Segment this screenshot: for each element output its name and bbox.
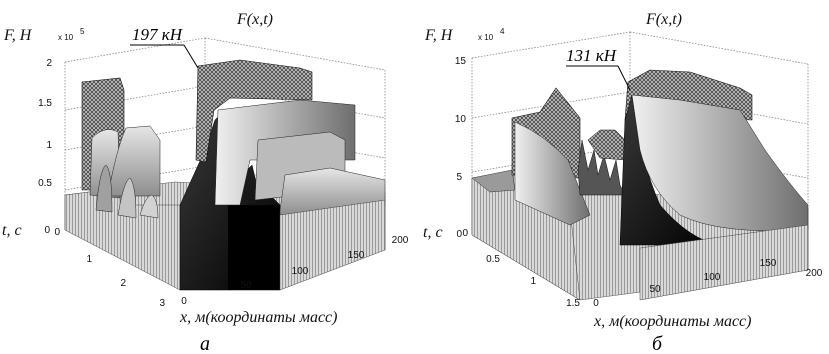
- chart-b-middle-ridges: [577, 139, 626, 196]
- chart-a-tlabel: t, c: [2, 222, 22, 239]
- chart-b-exponent: 4: [500, 27, 505, 36]
- chart-a-ridge-4: [95, 164, 113, 213]
- chart-b-xtick-3: 150: [760, 258, 777, 269]
- chart-b-right-surface: [631, 94, 809, 232]
- chart-b-ttick-3: 1.5: [566, 298, 580, 309]
- chart-a-ridge-6: [139, 194, 159, 219]
- chart-a-block-right: [279, 199, 386, 291]
- chart-b-ztick-2: 10: [455, 114, 467, 125]
- chart-a-zlabel: F, H: [3, 27, 33, 44]
- chart-b-surface-label: F(x,t): [645, 11, 682, 28]
- chart-b-xtick-2: 100: [704, 272, 721, 283]
- chart-a-xtick-3: 150: [348, 250, 365, 261]
- chart-b-tlabel: t, c: [423, 224, 443, 241]
- chart-a-annotation-line: [183, 44, 199, 69]
- chart-b-xtick-4: 200: [806, 268, 823, 279]
- chart-a-exponent-label: x 10: [58, 33, 74, 42]
- chart-b-ztick-3: 15: [455, 56, 467, 67]
- chart-a-exponent: 5: [80, 27, 85, 36]
- chart-b-annotation: 131 кН: [566, 46, 618, 65]
- chart-b-xtick-1: 50: [649, 284, 661, 295]
- chart-a: 0 0.5 1 1.5 2 0 1 2 3 0 50 100 150 200 F…: [2, 11, 409, 354]
- chart-a-xtick-4: 200: [392, 235, 409, 246]
- chart-a-xtick-2: 100: [292, 266, 309, 277]
- chart-a-xlabel: x, м(координаты масс): [179, 309, 337, 326]
- chart-a-ztick-1: 0.5: [38, 178, 52, 189]
- chart-a-annotation: 197 кН: [132, 25, 184, 44]
- chart-b-caption: б: [652, 333, 663, 354]
- chart-b-left-surface: [514, 121, 591, 226]
- chart-a-xtick-0: 0: [181, 296, 187, 307]
- chart-a-surface-label: F(x,t): [236, 11, 273, 28]
- chart-b: 0 5 10 15 0 0.5 1 1.5 0 50 100 150 200 F…: [423, 11, 823, 354]
- chart-a-ttick-3: 3: [159, 298, 165, 309]
- chart-b-ttick-2: 1: [530, 276, 536, 287]
- chart-a-ztick-0: 0: [44, 225, 50, 236]
- chart-a-caption: а: [200, 333, 210, 354]
- chart-a-ztick-4: 2: [46, 58, 52, 69]
- chart-a-ttick-2: 2: [120, 278, 126, 289]
- chart-b-ztick-0: 0: [456, 229, 462, 240]
- chart-b-ttick-0: 0: [462, 228, 468, 239]
- chart-b-exponent-label: x 10: [478, 33, 494, 42]
- chart-b-ztick-1: 5: [456, 172, 462, 183]
- chart-b-ttick-1: 0.5: [486, 254, 500, 265]
- chart-b-xtick-0: 0: [593, 298, 599, 309]
- chart-a-dark-block: [228, 205, 280, 290]
- chart-a-ttick-1: 1: [86, 254, 92, 265]
- chart-b-zlabel: F, H: [424, 27, 454, 44]
- chart-a-ttick-0: 0: [54, 227, 60, 238]
- chart-a-peak-mesh: [195, 59, 313, 163]
- chart-b-xlabel: x, м(координаты масс): [593, 313, 751, 330]
- chart-a-ztick-2: 1: [46, 140, 52, 151]
- chart-a-xtick-1: 50: [240, 280, 252, 291]
- chart-b-block-right: [639, 224, 809, 301]
- chart-a-ridge-5: [117, 177, 137, 219]
- chart-b-annotation-line: [617, 65, 631, 91]
- chart-a-ztick-3: 1.5: [38, 98, 52, 109]
